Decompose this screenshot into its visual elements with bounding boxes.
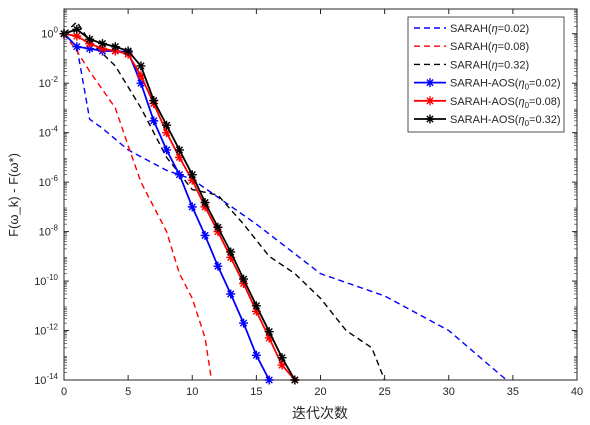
star-marker <box>425 96 435 106</box>
x-tick-label: 10 <box>186 386 198 398</box>
star-marker <box>213 261 223 271</box>
y-tick-label: 100 <box>41 26 58 41</box>
star-marker <box>123 46 133 56</box>
star-marker <box>174 170 184 180</box>
star-marker <box>187 175 197 185</box>
star-marker <box>72 42 82 52</box>
star-marker <box>136 71 146 81</box>
y-tick-label: 10-4 <box>39 125 59 140</box>
series-line <box>63 33 213 381</box>
star-marker <box>174 152 184 162</box>
star-marker <box>174 145 184 155</box>
star-marker <box>290 375 300 385</box>
x-tick-label: 40 <box>571 386 583 398</box>
legend-label: SARAH(η=0.08) <box>450 41 529 53</box>
star-marker <box>277 353 287 363</box>
legend-item: SARAH-AOS(η0=0.08) <box>414 96 561 110</box>
legend-label: SARAH(η=0.02) <box>450 23 529 35</box>
star-marker <box>187 202 197 212</box>
legend-item: SARAH-AOS(η0=0.32) <box>414 114 561 128</box>
legend: SARAH(η=0.02) SARAH(η=0.08) SARAH(η=0.32) S… <box>407 16 565 133</box>
y-tick-label: 10-6 <box>39 174 59 189</box>
star-marker <box>110 42 120 52</box>
series-2 <box>63 33 213 381</box>
star-marker <box>85 34 95 44</box>
star-marker <box>425 114 435 124</box>
legend-label: SARAH(η=0.32) <box>450 59 529 71</box>
legend-item: SARAH-AOS(η0=0.02) <box>414 78 561 92</box>
x-tick-label: 15 <box>250 386 262 398</box>
series-line <box>63 33 507 381</box>
star-marker <box>72 24 82 34</box>
star-marker <box>226 252 236 262</box>
y-tick-label: 10-14 <box>34 372 58 387</box>
x-axis: 0 5 10 15 20 25 30 35 40 <box>61 9 583 398</box>
star-marker <box>425 78 435 88</box>
x-tick-label: 25 <box>379 386 391 398</box>
star-marker <box>162 120 172 130</box>
x-tick-label: 5 <box>125 386 131 398</box>
star-marker <box>213 222 223 232</box>
star-marker <box>239 318 249 328</box>
star-marker <box>97 39 107 49</box>
x-axis-label: 迭代次数 <box>292 405 348 421</box>
star-marker <box>264 333 274 343</box>
x-tick-label: 20 <box>314 386 326 398</box>
star-marker <box>149 95 159 105</box>
legend-label: SARAH-AOS(η0=0.02) <box>450 78 561 92</box>
series-6 <box>59 24 300 385</box>
x-tick-label: 0 <box>61 386 67 398</box>
series-1 <box>63 33 507 381</box>
star-marker <box>226 247 236 257</box>
star-marker <box>251 301 261 311</box>
star-marker <box>239 274 249 284</box>
star-marker <box>200 230 210 240</box>
y-axis-label: F(ω_k) - F(ω*) <box>6 153 21 237</box>
star-marker <box>264 375 274 385</box>
legend-item: SARAH(η=0.32) <box>414 59 529 71</box>
star-marker <box>264 327 274 337</box>
star-marker <box>162 145 172 155</box>
star-marker <box>136 61 146 71</box>
y-tick-label: 10-10 <box>34 273 58 288</box>
star-marker <box>136 78 146 88</box>
star-marker <box>251 306 261 316</box>
star-marker <box>187 170 197 180</box>
star-marker <box>251 350 261 360</box>
star-marker <box>200 198 210 208</box>
legend-item: SARAH(η=0.08) <box>414 41 529 53</box>
star-marker <box>226 289 236 299</box>
star-marker <box>149 116 159 126</box>
star-marker <box>85 44 95 54</box>
y-tick-label: 10-2 <box>39 75 59 90</box>
y-tick-label: 10-8 <box>39 224 59 239</box>
x-tick-label: 35 <box>507 386 519 398</box>
star-marker <box>277 360 287 370</box>
series-layer <box>59 20 507 385</box>
legend-label: SARAH-AOS(η0=0.32) <box>450 114 561 128</box>
legend-box <box>407 16 565 133</box>
legend-item: SARAH(η=0.02) <box>414 23 529 35</box>
legend-label: SARAH-AOS(η0=0.08) <box>450 96 561 110</box>
star-marker <box>72 31 82 41</box>
star-marker <box>162 128 172 138</box>
y-tick-label: 10-12 <box>34 323 58 338</box>
x-tick-label: 30 <box>443 386 455 398</box>
star-marker <box>97 44 107 54</box>
